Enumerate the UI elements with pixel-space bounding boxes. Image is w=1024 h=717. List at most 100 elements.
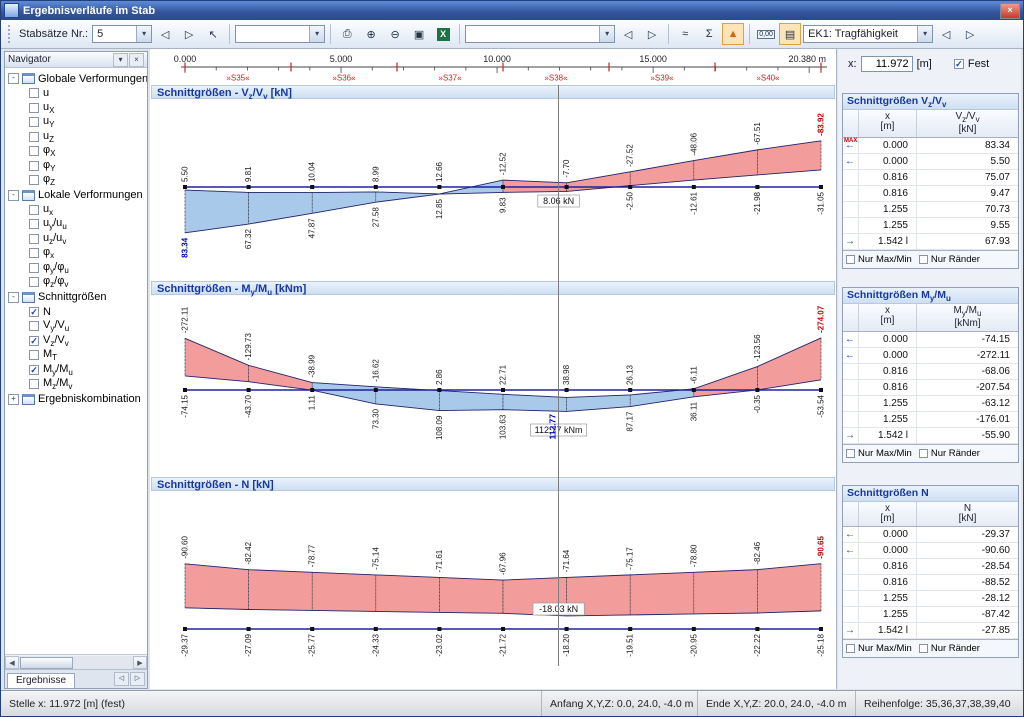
zoom-in-button[interactable]: ⊕ bbox=[366, 28, 376, 41]
item-checkbox[interactable]: ✓ bbox=[29, 335, 39, 346]
view-combo[interactable]: ▾ bbox=[235, 25, 326, 43]
item-checkbox[interactable] bbox=[29, 175, 39, 186]
tree-item[interactable]: MT bbox=[8, 348, 147, 363]
checkbox[interactable] bbox=[918, 449, 928, 458]
tree-item[interactable]: u bbox=[8, 86, 147, 101]
scroll-right-icon[interactable]: ▶ bbox=[133, 655, 147, 669]
checkbox[interactable] bbox=[918, 255, 928, 264]
chevron-down-icon[interactable]: ▾ bbox=[599, 26, 615, 42]
chart-plot-2[interactable]: -90.60 -29.37 -82.42 -27.09 -78.77 -25.77 -75.… bbox=[151, 491, 835, 666]
table-row[interactable]: 0.816 75.07 bbox=[843, 170, 1018, 186]
tree-group-1[interactable]: - Lokale Verformungen bbox=[8, 188, 147, 203]
item-checkbox[interactable] bbox=[29, 321, 39, 332]
panel-toggle-button[interactable]: ▤ bbox=[779, 23, 802, 45]
fest-checkbox[interactable]: ✓ bbox=[953, 59, 964, 69]
zoom-out-button[interactable]: ⊖ bbox=[390, 28, 400, 41]
tab-prev-icon[interactable]: ◁ bbox=[114, 672, 129, 686]
table-row[interactable]: ← 0.000 -74.15 bbox=[843, 332, 1018, 348]
checkbox[interactable] bbox=[846, 449, 855, 458]
tab-ergebnisse[interactable]: Ergebnisse bbox=[7, 673, 76, 688]
tree-item[interactable]: uZ bbox=[8, 130, 147, 145]
table-row[interactable]: 1.255 9.55 bbox=[843, 218, 1018, 234]
item-checkbox[interactable] bbox=[29, 146, 39, 157]
nur-maxmin-checkbox[interactable]: Nur Max/Min bbox=[846, 448, 912, 459]
chevron-down-icon[interactable]: ▾ bbox=[917, 26, 933, 42]
decimal-places-button[interactable]: 0,00 bbox=[755, 23, 777, 45]
chevron-down-icon[interactable]: ▾ bbox=[309, 26, 325, 42]
collapse-icon[interactable]: - bbox=[8, 189, 19, 201]
item-checkbox[interactable]: ✓ bbox=[29, 364, 39, 375]
checkbox[interactable] bbox=[846, 255, 855, 264]
tree-item[interactable]: uY bbox=[8, 115, 147, 130]
next-member-button[interactable]: ▷ bbox=[184, 28, 194, 41]
prev-result-button[interactable]: ◁ bbox=[623, 28, 633, 41]
item-checkbox[interactable] bbox=[29, 277, 39, 288]
diagram-settings-button[interactable]: ≈ bbox=[682, 28, 689, 40]
excel-export-button[interactable]: X bbox=[432, 23, 454, 45]
tree-item[interactable]: ux bbox=[8, 203, 147, 218]
table-row[interactable]: 0.816 -28.54 bbox=[843, 559, 1018, 575]
tab-next-icon[interactable]: ▷ bbox=[130, 672, 145, 686]
close-button[interactable]: × bbox=[1000, 2, 1020, 19]
prev-combination-button[interactable]: ◁ bbox=[941, 28, 951, 41]
table-row[interactable]: 1.255 -63.12 bbox=[843, 396, 1018, 412]
table-row[interactable]: ← 0.000 5.50 bbox=[843, 154, 1018, 170]
close-icon[interactable]: × bbox=[129, 52, 144, 67]
chart-plot-0[interactable]: 5.50 83.34 9.81 67.32 10.04 47.87 8.99 27.58 12.… bbox=[151, 99, 835, 274]
table-row[interactable]: ← 0.000 -90.60 bbox=[843, 543, 1018, 559]
tree-item[interactable]: φz/φv bbox=[8, 275, 147, 290]
result-combination-combo[interactable]: EK1: Tragfähigkeit ▾ bbox=[803, 25, 934, 43]
chart-plot-1[interactable]: -272.11 -74.15 -129.73 -43.70 -38.99 1.11 -16.… bbox=[151, 295, 835, 470]
tree-item[interactable]: uz/uv bbox=[8, 232, 147, 247]
table-row[interactable]: 1.255 70.73 bbox=[843, 202, 1018, 218]
tree-item[interactable]: φx bbox=[8, 246, 147, 261]
tree-item[interactable]: φy/φu bbox=[8, 261, 147, 276]
table-row[interactable]: MAX ← 0.000 83.34 bbox=[843, 138, 1018, 154]
item-checkbox[interactable] bbox=[29, 117, 39, 128]
item-checkbox[interactable] bbox=[29, 248, 39, 259]
scroll-thumb[interactable] bbox=[20, 656, 74, 669]
item-checkbox[interactable] bbox=[29, 88, 39, 99]
table-row[interactable]: ← 0.000 -272.11 bbox=[843, 348, 1018, 364]
table-row[interactable]: → 1.542 l -55.90 bbox=[843, 428, 1018, 444]
tree-group-0[interactable]: - Globale Verformungen bbox=[8, 71, 147, 86]
nur-maxmin-checkbox[interactable]: Nur Max/Min bbox=[846, 643, 912, 654]
table-row[interactable]: 1.255 -176.01 bbox=[843, 412, 1018, 428]
extreme-values-button[interactable]: ▲ bbox=[722, 23, 745, 45]
table-row[interactable]: 0.816 9.47 bbox=[843, 186, 1018, 202]
nur-raender-checkbox[interactable]: Nur Ränder bbox=[918, 643, 980, 654]
item-checkbox[interactable] bbox=[29, 262, 39, 273]
table-row[interactable]: 0.816 -68.06 bbox=[843, 364, 1018, 380]
tree-item[interactable]: ✓ My/Mu bbox=[8, 363, 147, 378]
scroll-left-icon[interactable]: ◀ bbox=[5, 655, 19, 669]
table-row[interactable]: → 1.542 l -27.85 bbox=[843, 623, 1018, 639]
pin-icon[interactable]: ▾ bbox=[113, 52, 128, 67]
table-row[interactable]: 1.255 -87.42 bbox=[843, 607, 1018, 623]
tree-item[interactable]: φX bbox=[8, 144, 147, 159]
table-row[interactable]: ← 0.000 -29.37 bbox=[843, 527, 1018, 543]
item-checkbox[interactable] bbox=[29, 350, 39, 361]
zoom-window-button[interactable]: ▣ bbox=[413, 28, 425, 41]
pointer-select-button[interactable]: ↖ bbox=[208, 28, 218, 41]
table-row[interactable]: 1.255 -28.12 bbox=[843, 591, 1018, 607]
tree-item[interactable]: uy/uu bbox=[8, 217, 147, 232]
item-checkbox[interactable] bbox=[29, 131, 39, 142]
x-position-input[interactable] bbox=[860, 56, 913, 72]
item-checkbox[interactable] bbox=[29, 219, 39, 230]
navigator-hscrollbar[interactable]: ◀ ▶ bbox=[5, 654, 147, 669]
tree-item[interactable]: uX bbox=[8, 101, 147, 116]
scroll-track[interactable] bbox=[19, 655, 133, 669]
table-row[interactable]: → 1.542 l 67.93 bbox=[843, 234, 1018, 250]
item-checkbox[interactable] bbox=[29, 204, 39, 215]
collapse-icon[interactable]: - bbox=[8, 291, 19, 303]
stabsatz-combo[interactable]: 5 ▾ bbox=[92, 25, 153, 43]
nur-raender-checkbox[interactable]: Nur Ränder bbox=[918, 254, 980, 265]
item-checkbox[interactable] bbox=[29, 160, 39, 171]
item-checkbox[interactable] bbox=[29, 379, 39, 390]
display-combo[interactable]: ▾ bbox=[465, 25, 616, 43]
collapse-icon[interactable]: - bbox=[8, 73, 19, 84]
tree-group-3[interactable]: + Ergebniskombination bbox=[8, 392, 147, 407]
tree-item[interactable]: φY bbox=[8, 159, 147, 174]
next-combination-button[interactable]: ▷ bbox=[965, 28, 975, 41]
nur-raender-checkbox[interactable]: Nur Ränder bbox=[918, 448, 980, 459]
